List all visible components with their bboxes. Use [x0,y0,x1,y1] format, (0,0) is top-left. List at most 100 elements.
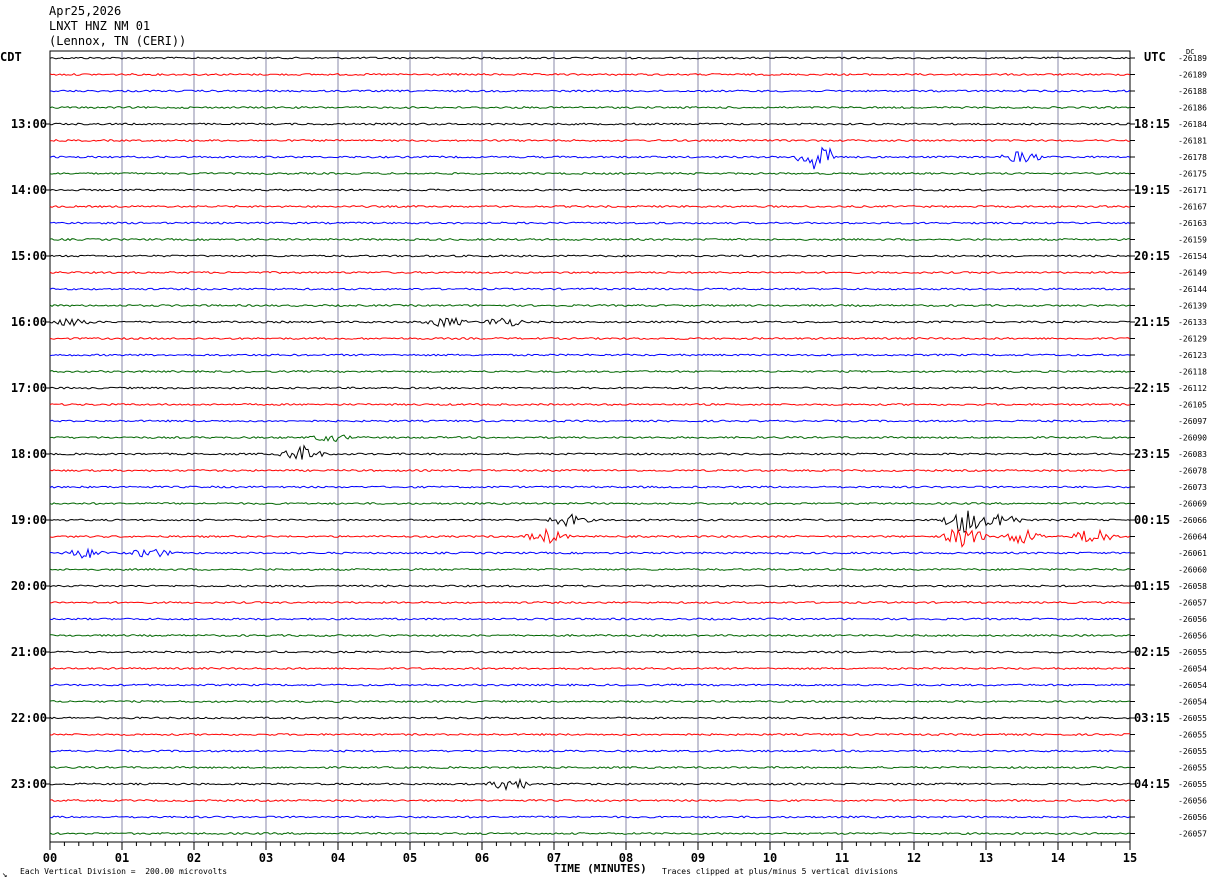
seismic-trace [49,122,1131,126]
seismic-trace [49,683,1131,687]
dc-offset-label: -26055 [1178,764,1207,773]
seismic-trace [49,732,1130,737]
x-axis-title: TIME (MINUTES) [554,862,647,875]
seismic-trace [49,89,1131,93]
seismic-trace [49,547,1131,559]
seismic-trace [49,567,1131,572]
seismic-trace [49,699,1131,704]
utc-hour-label: 20:15 [1134,249,1170,263]
date-label: Apr25,2026 [49,4,122,18]
dc-offset-label: -26069 [1178,500,1207,509]
seismic-trace [49,188,1131,192]
dc-offset-label: -26058 [1178,582,1207,591]
utc-hour-label: 22:15 [1134,381,1170,395]
x-tick-label: 14 [1051,851,1065,865]
dc-offset-label: -26118 [1178,368,1207,377]
dc-offset-label: -26144 [1178,285,1207,294]
scale-note: Each Vertical Division = 200.00 microvol… [20,867,228,876]
seismic-trace [49,777,1130,792]
seismic-trace [49,237,1131,242]
dc-offset-label: -26159 [1178,236,1207,245]
seismic-trace [49,316,1131,329]
seismic-trace [49,633,1131,637]
dc-offset-label: -26186 [1178,104,1207,113]
x-tick-label: 10 [763,851,777,865]
utc-hour-label: 18:15 [1134,117,1170,131]
seismic-trace [49,221,1131,225]
cdt-label: CDT [0,50,22,64]
utc-hour-label: 04:15 [1134,777,1170,791]
seismic-trace [49,617,1131,621]
seismic-trace [49,600,1131,604]
location-label: (Lennox, TN (CERI)) [49,34,187,48]
seismic-trace [49,56,1131,60]
seismic-trace [49,146,1131,170]
dc-offset-label: -26090 [1178,434,1207,443]
seismic-trace [49,798,1130,803]
seismic-trace [49,527,1131,548]
seismic-trace [49,650,1131,654]
utc-hour-label: 00:15 [1134,513,1170,527]
dc-offset-label: -26167 [1178,203,1207,212]
dc-offset-label: -26055 [1178,780,1207,789]
dc-offset-label: -26054 [1178,665,1207,674]
dc-offset-label: -26181 [1178,137,1207,146]
cdt-hour-label: 16:00 [11,315,47,329]
utc-hour-label: 01:15 [1134,579,1170,593]
station-label: LNXT HNZ NM 01 [49,19,151,33]
dc-offset-label: -26073 [1178,483,1207,492]
seismic-trace [49,468,1131,473]
dc-offset-label: -26054 [1178,698,1207,707]
dc-offset-label: -26188 [1178,87,1207,96]
x-tick-label: 02 [187,851,201,865]
seismic-trace [49,419,1131,423]
plot-frame [49,50,1131,843]
x-tick-label: 07 [547,851,561,865]
dc-offset-label: -26054 [1178,681,1207,690]
seismic-trace [49,444,1131,460]
utc-hour-label: 19:15 [1134,183,1170,197]
seismic-trace [49,303,1131,308]
x-tick-label: 06 [475,851,489,865]
dc-offset-label: -26133 [1178,318,1207,327]
seismic-trace [49,501,1131,506]
x-tick-label: 09 [691,851,705,865]
cdt-hour-label: 22:00 [11,711,47,725]
seismic-trace [49,72,1131,77]
dc-offset-label: -26171 [1178,186,1207,195]
seismic-trace [49,831,1131,835]
dc-label: DC [1186,48,1195,56]
seismic-trace [49,353,1131,357]
seismic-trace [49,138,1131,143]
seismic-trace [49,287,1131,291]
seismic-trace [49,510,1131,533]
dc-offset-label: -26061 [1178,549,1207,558]
seismic-trace [49,204,1130,209]
dc-offset-label: -26189 [1178,71,1207,80]
x-tick-label: 12 [907,851,921,865]
seismic-trace [49,749,1131,753]
clip-note: Traces clipped at plus/minus 5 vertical … [662,867,899,876]
dc-offset-label: -26078 [1178,467,1207,476]
dc-offset-label: -26064 [1178,533,1207,542]
dc-offset-label: -26056 [1178,813,1207,822]
x-tick-label: 11 [835,851,849,865]
cdt-hour-label: 23:00 [11,777,47,791]
utc-label: UTC [1144,50,1166,64]
seismic-trace [49,105,1131,110]
x-tick-label: 04 [331,851,345,865]
seismic-trace [49,716,1131,720]
seismic-trace [49,584,1131,588]
dc-offset-label: -26057 [1178,830,1207,839]
dc-offset-label: -26129 [1178,335,1207,344]
dc-offset-label: -26184 [1178,120,1207,129]
seismic-trace [49,270,1131,275]
seismic-trace [49,815,1131,819]
seismic-trace [49,369,1131,374]
dc-offset-label: -26066 [1178,516,1207,525]
cdt-hour-label: 20:00 [11,579,47,593]
seismic-trace [49,171,1131,176]
x-tick-label: 05 [403,851,417,865]
dc-offset-label: -26163 [1178,219,1207,228]
